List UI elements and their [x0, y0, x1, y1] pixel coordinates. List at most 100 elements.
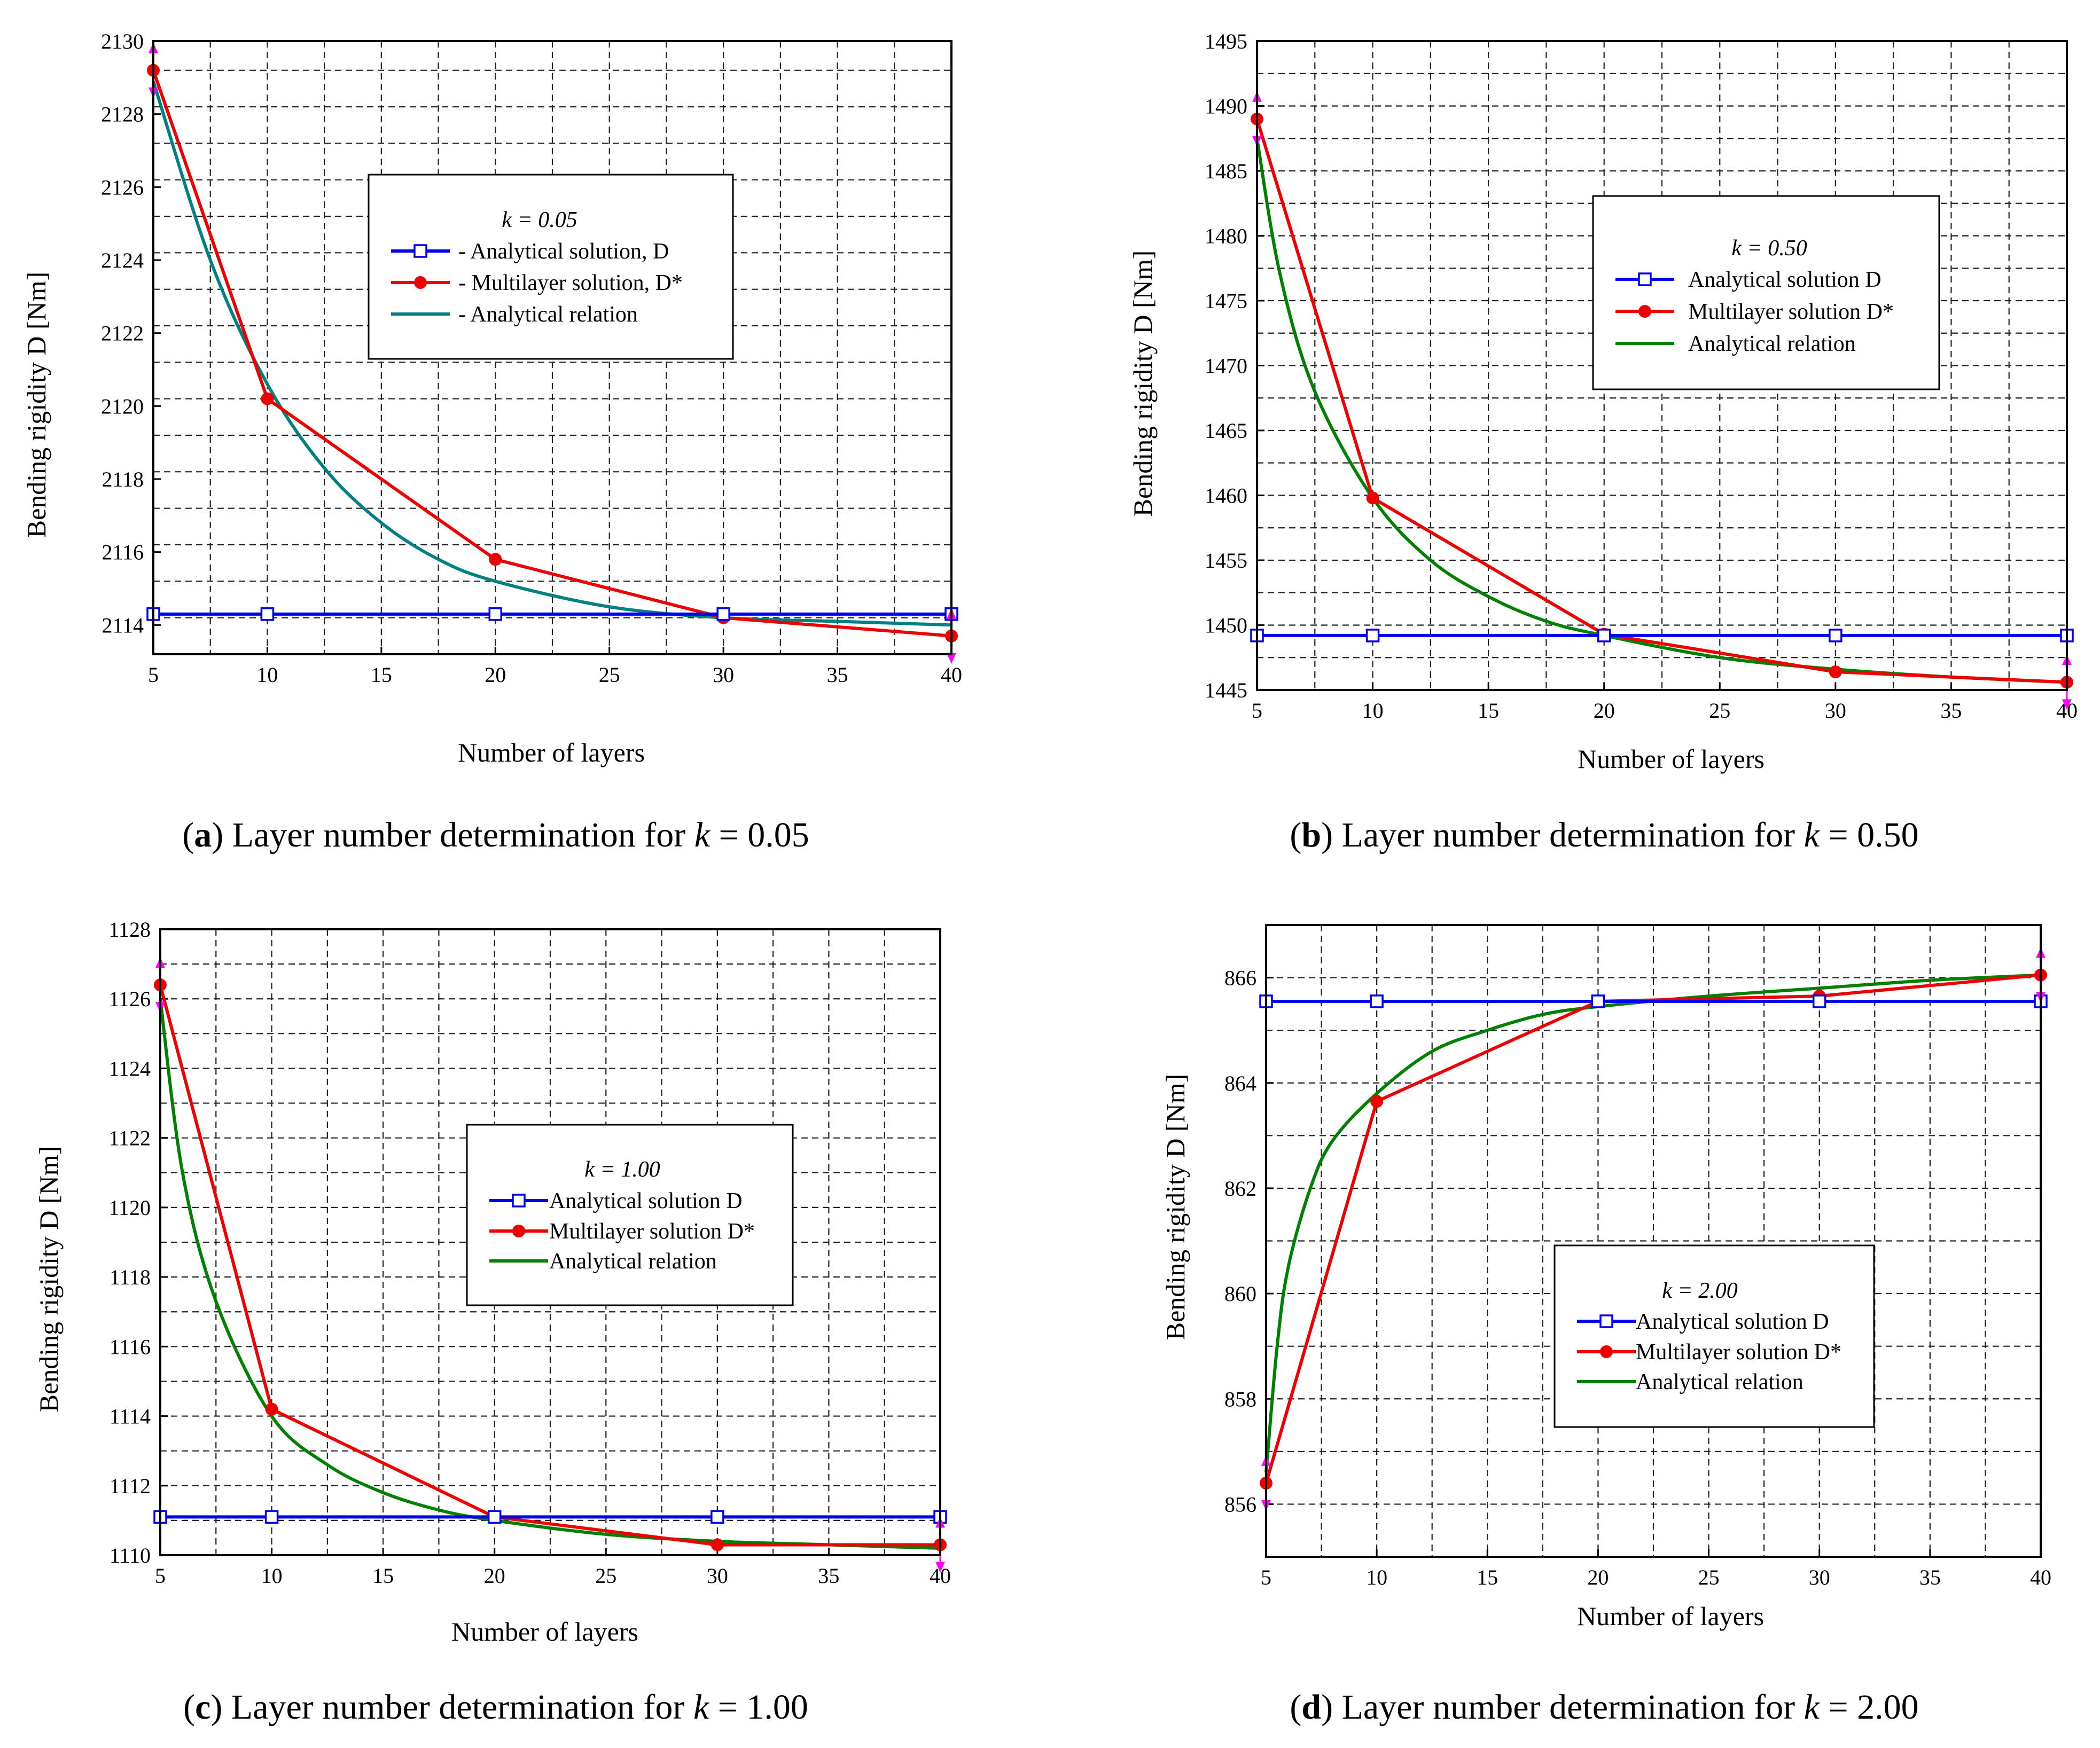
panel-b-y-tick-label: 1485: [1205, 159, 1247, 183]
panel-c-x-tick-label: 25: [595, 1564, 616, 1588]
panel-b-xlabel: Number of layers: [1578, 744, 1765, 774]
panel-d-legend-item-analytical-relation: Analytical relation: [1636, 1370, 1804, 1394]
panel-b-x-tick-label: 35: [1940, 699, 1962, 723]
panel-b-analytical-solution-point: [1367, 630, 1379, 641]
panel-d-analytical-solution-point: [1592, 996, 1604, 1007]
panel-c-y-tick-label: 1124: [108, 1056, 151, 1080]
panel-a-y-tick-label: 2116: [102, 540, 144, 565]
chart-panel-d: 5 10 15 20 25 30 35 40 856 858 860 862 864 866 Bendin…: [1160, 925, 2051, 1631]
panel-c-caption: (c) Layer number determination for k = 1…: [183, 1688, 808, 1727]
chart-panel-c: 5 10 15 20 25 30 35 401110111211141116111811201…: [34, 918, 951, 1647]
panel-a-caption-label: a: [194, 816, 212, 855]
panel-c-legend-marker-analytical-solution: [513, 1195, 525, 1206]
panel-a-legend-item-analytical-relation: - Analytical relation: [458, 302, 638, 327]
panel-d-caption-k: k: [1804, 1688, 1821, 1727]
panel-b-y-tick-label: 1460: [1205, 484, 1247, 508]
panel-d-y-tick-label: 858: [1224, 1387, 1256, 1411]
panel-d-x-tick-label: 20: [1587, 1565, 1609, 1589]
panel-d-caption-text: Layer number determination for: [1342, 1688, 1804, 1727]
panel-d-legend-item-analytical-solution: Analytical solution D: [1636, 1310, 1829, 1334]
panel-c-x-tick-label: 20: [484, 1564, 505, 1588]
panel-c-y-tick-label: 1112: [110, 1474, 151, 1498]
panel-c-ylabel: Bending rigidity D [Nm]: [34, 1146, 64, 1413]
panel-d-y-tick-label: 856: [1224, 1492, 1256, 1516]
panel-c-legend-item-multilayer-solution: Multilayer solution D*: [549, 1219, 755, 1244]
panel-b-y-tick-label: 1480: [1205, 224, 1247, 248]
panel-a-legend-marker-analytical-solution: [415, 245, 426, 257]
panel-a-multilayer-point: [261, 393, 274, 405]
panel-a-y-tick-label: 2128: [101, 103, 144, 127]
panel-d-legend: k = 2.00 Analytical solution D Multilaye…: [1555, 1245, 1874, 1427]
panel-c-x-tick-label: 5: [155, 1564, 166, 1588]
panel-d-ylabel: Bending rigidity D [Nm]: [1160, 1074, 1190, 1341]
panel-a-analytical-solution-point: [261, 608, 273, 620]
panel-a-analytical-solution-point: [489, 608, 501, 620]
panel-a-legend-item-analytical-solution: - Analytical solution, D: [458, 239, 669, 264]
panel-a-legend-title: k = 0.05: [502, 208, 577, 232]
panel-b-y-tick-label: 1490: [1205, 95, 1247, 119]
panel-b-x-tick-label: 10: [1362, 699, 1384, 723]
panel-d-x-tick-label: 30: [1809, 1565, 1830, 1589]
panel-b-legend: k = 0.50 Analytical solution D Multilaye…: [1593, 196, 1939, 389]
panel-b-x-tick-label: 30: [1825, 699, 1846, 723]
panel-d-x-tick-label: 40: [2030, 1565, 2051, 1589]
panel-b-caption-k: k: [1804, 816, 1821, 855]
panel-b-y-tick-label: 1455: [1205, 548, 1247, 573]
panel-a-legend-marker-multilayer-solution: [414, 276, 427, 289]
panel-d-y-tick-label: 862: [1224, 1177, 1256, 1201]
panel-d-xlabel: Number of layers: [1577, 1601, 1764, 1631]
chart-panel-a: 5 10 15 20 25 30 35 40 2114 2116 2118 2120 2122 2124 2…: [21, 29, 962, 767]
panel-c-y-tick-label: 1120: [108, 1196, 151, 1220]
panel-d-legend-title: k = 2.00: [1662, 1279, 1737, 1303]
panel-a-legend: k = 0.05 - Analytical solution, D - Mult…: [369, 175, 733, 359]
panel-a-x-tick-label: 5: [148, 663, 159, 687]
panel-a-x-tick-label: 15: [371, 663, 392, 687]
panel-a-x-tick-label: 35: [827, 663, 848, 687]
panel-b-y-tick-label: 1470: [1205, 354, 1247, 378]
panel-d-x-tick-label: 35: [1919, 1565, 1941, 1589]
figure-canvas: 5 10 15 20 25 30 35 402114211621182120212221242…: [0, 0, 2100, 1748]
panel-b-legend-item-multilayer-solution: Multilayer solution D*: [1688, 300, 1894, 324]
panel-d-analytical-solution-point: [1371, 996, 1383, 1007]
panel-a-y-tick-label: 2124: [101, 248, 144, 272]
panel-a-ylabel: Bending rigidity D [Nm]: [21, 272, 51, 538]
panel-b-legend-marker-multilayer-solution: [1638, 305, 1651, 318]
panel-b-caption: (b) Layer number determination for k = 0…: [1290, 816, 1918, 855]
panel-d-y-tick-label: 864: [1224, 1071, 1256, 1095]
panel-d-legend-marker-multilayer-solution: [1600, 1345, 1613, 1358]
panel-b-y-tick-label: 1465: [1205, 419, 1247, 443]
panel-d-y-tick-label: 866: [1224, 966, 1256, 990]
panel-d-analytical-solution-point: [1814, 996, 1825, 1007]
panel-b-legend-marker-analytical-solution: [1639, 273, 1651, 285]
panel-b-analytical-solution-point: [1598, 630, 1610, 641]
panel-d-caption-value: = 2.00: [1820, 1688, 1919, 1727]
panel-b-y-tick-label: 1495: [1205, 29, 1247, 53]
panel-c-y-tick-label: 1110: [110, 1543, 151, 1567]
panel-c-y-tick-label: 1114: [110, 1405, 151, 1429]
panel-a-caption-k: k: [694, 816, 711, 855]
panel-b-x-tick-label: 20: [1594, 699, 1615, 723]
panel-b-legend-title: k = 0.50: [1731, 236, 1807, 261]
panel-c-multilayer-point: [711, 1538, 724, 1551]
panel-a-legend-item-multilayer-solution: - Multilayer solution, D*: [458, 271, 683, 295]
panel-b-y-tick-label: 1450: [1205, 614, 1247, 638]
panel-c-xlabel: Number of layers: [451, 1617, 638, 1647]
panel-c-analytical-solution-point: [489, 1511, 501, 1523]
panel-b-caption-text: Layer number determination for: [1342, 816, 1804, 855]
panel-c-x-tick-label: 35: [818, 1564, 839, 1588]
panel-c-caption-label: c: [195, 1688, 210, 1727]
panel-a-y-tick-label: 2122: [101, 322, 144, 346]
panel-a-x-tick-label: 10: [256, 663, 278, 687]
panel-a-caption-value: = 0.05: [710, 816, 809, 855]
panel-a-x-tick-label: 25: [599, 663, 620, 687]
panel-c-caption-k: k: [693, 1688, 710, 1727]
panel-a-caption-text: Layer number determination for: [232, 816, 694, 855]
panel-b-legend-item-analytical-relation: Analytical relation: [1688, 332, 1856, 356]
panel-a-x-tick-label: 30: [713, 663, 734, 687]
panel-b-x-tick-label: 25: [1709, 699, 1730, 723]
panel-b-legend-item-analytical-solution: Analytical solution D: [1688, 268, 1882, 292]
panel-b-analytical-solution-point: [1830, 630, 1841, 641]
panel-c-x-tick-label: 30: [707, 1564, 728, 1588]
panel-a-multilayer-point: [489, 553, 502, 566]
panel-c-y-tick-label: 1128: [108, 918, 151, 942]
